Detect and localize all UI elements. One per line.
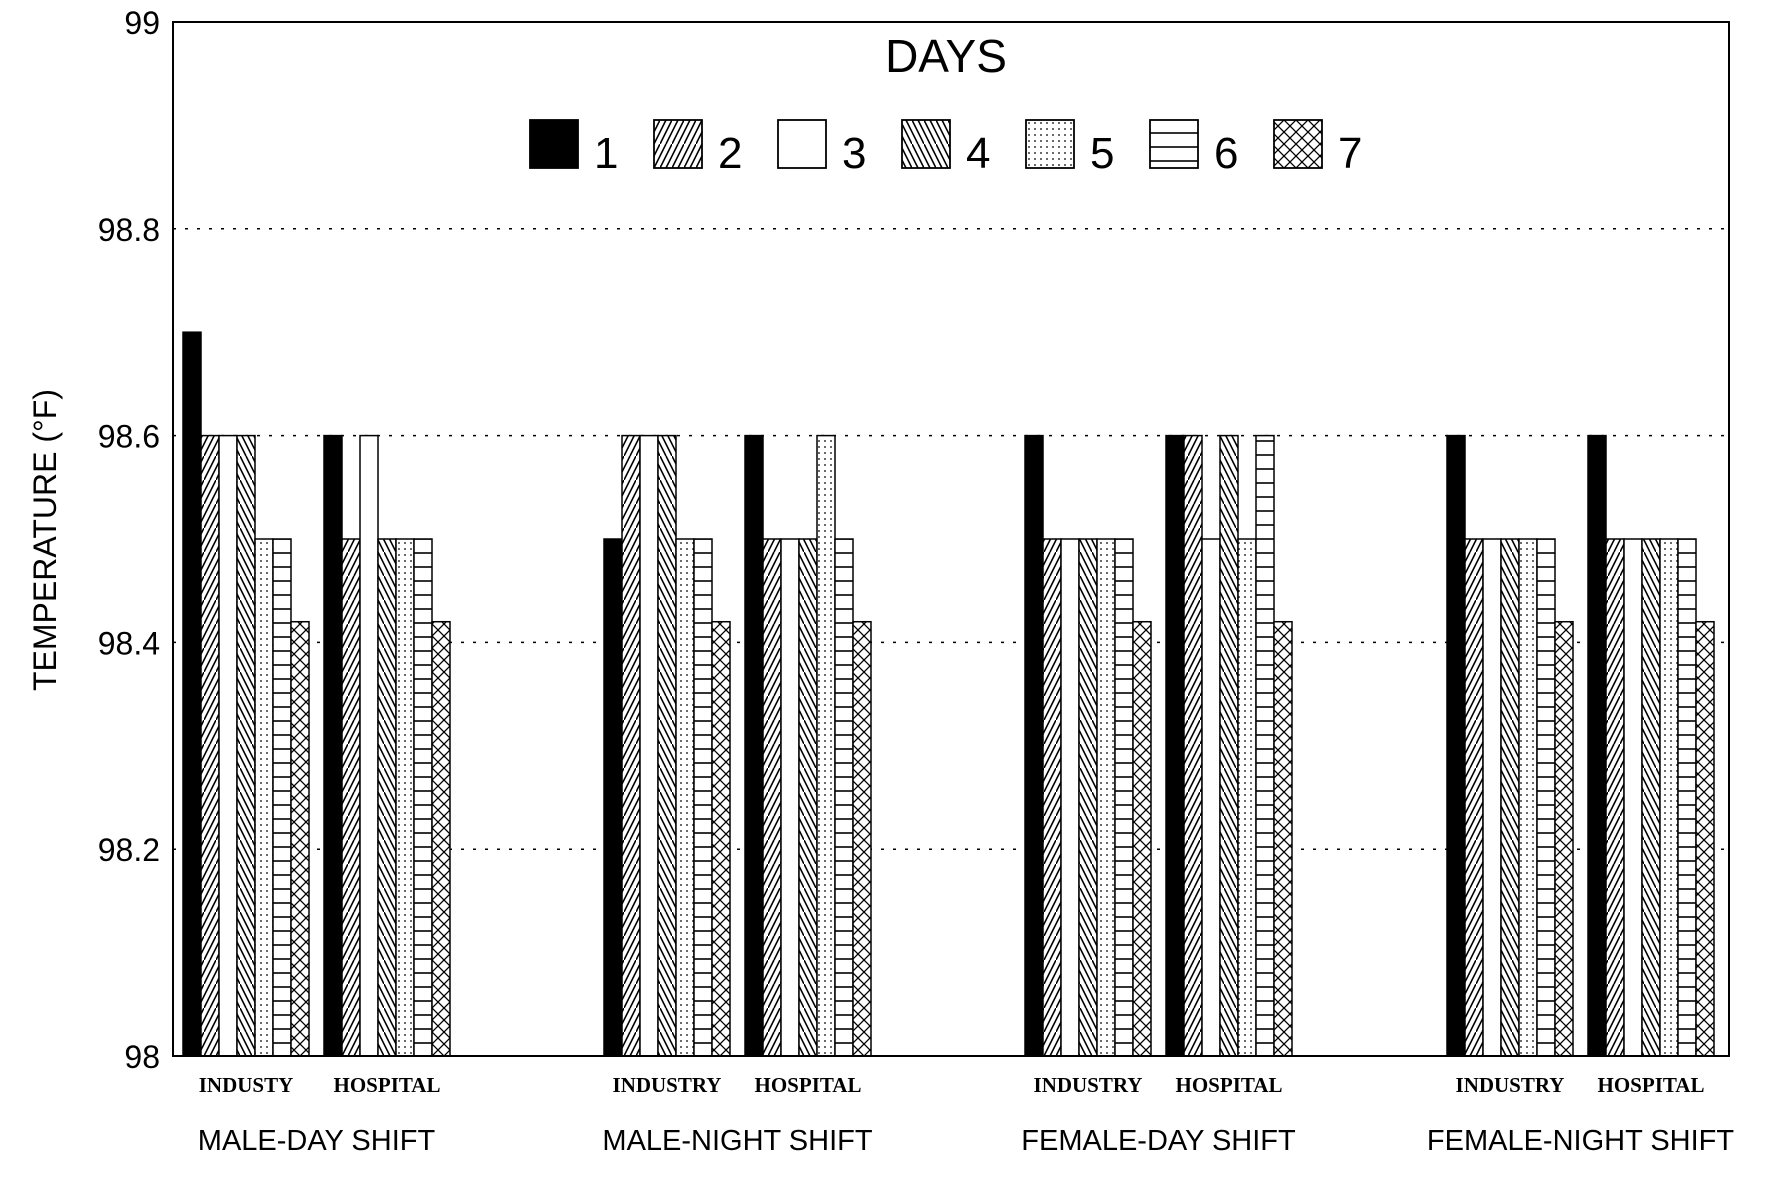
bar-day-7 xyxy=(1273,620,1293,1057)
bar-day-2 xyxy=(200,434,220,1057)
bar-day-2 xyxy=(1183,434,1203,1057)
bar-day-6 xyxy=(413,538,433,1057)
bar-day-6 xyxy=(1114,538,1134,1057)
bar-day-3 xyxy=(359,434,379,1057)
bar-day-3 xyxy=(218,434,238,1057)
bar-day-4 xyxy=(798,538,818,1057)
bar-day-4 xyxy=(1500,538,1520,1057)
legend-swatch-day-6 xyxy=(1149,119,1199,169)
bars xyxy=(182,331,1715,1057)
bar-day-2 xyxy=(1605,538,1625,1057)
x-group-label: FEMALE-NIGHT SHIFT xyxy=(1427,1125,1734,1157)
bar-day-3 xyxy=(780,538,800,1057)
bar-day-3 xyxy=(1482,538,1502,1057)
bar-day-1 xyxy=(1165,434,1185,1057)
y-tick-label: 98 xyxy=(124,1039,160,1075)
bar-day-2 xyxy=(621,434,641,1057)
bar-day-5 xyxy=(395,538,415,1057)
bar-day-5 xyxy=(254,538,274,1057)
y-tick-labels: 98 98.2 98.4 98.6 98.8 99 xyxy=(98,5,160,1075)
bar-day-5 xyxy=(675,538,695,1057)
x-group-label: MALE-DAY SHIFT xyxy=(198,1125,436,1157)
bar-day-2 xyxy=(341,538,361,1057)
x-subgroup-label: HOSPITAL xyxy=(1176,1073,1283,1097)
bar-day-6 xyxy=(693,538,713,1057)
bar-day-7 xyxy=(1132,620,1152,1057)
bar-day-7 xyxy=(431,620,451,1057)
y-axis-label: TEMPERATURE (°F) xyxy=(27,389,63,691)
x-group-labels: INDUSTY HOSPITAL MALE-DAY SHIFT INDUSTRY HOS… xyxy=(198,1073,1735,1157)
bar-day-5 xyxy=(1518,538,1538,1057)
bar-day-5 xyxy=(1659,538,1679,1057)
x-subgroup-label: HOSPITAL xyxy=(334,1073,441,1097)
bar-day-6 xyxy=(1536,538,1556,1057)
x-group-label: FEMALE-DAY SHIFT xyxy=(1021,1125,1296,1157)
bar-day-7 xyxy=(852,620,872,1057)
bar-day-2 xyxy=(1464,538,1484,1057)
bar-day-4 xyxy=(1641,538,1661,1057)
y-tick-label: 98.6 xyxy=(98,419,160,455)
y-tick-label: 98.2 xyxy=(98,832,160,868)
legend: DAYS 1 2 3 4 5 6 7 xyxy=(529,30,1362,178)
bar-day-4 xyxy=(1219,434,1239,1057)
legend-label-day-2: 2 xyxy=(718,129,742,178)
bar-day-6 xyxy=(1677,538,1697,1057)
bar-day-1 xyxy=(744,434,764,1057)
legend-swatch-day-7 xyxy=(1273,119,1323,169)
bar-day-4 xyxy=(377,538,397,1057)
bar-day-2 xyxy=(1042,538,1062,1057)
bar-day-3 xyxy=(1060,538,1080,1057)
bar-day-5 xyxy=(816,434,836,1057)
legend-title: DAYS xyxy=(885,30,1007,82)
legend-swatch-day-2 xyxy=(653,119,703,169)
bar-day-7 xyxy=(711,620,731,1057)
bar-day-4 xyxy=(1078,538,1098,1057)
bar-day-5 xyxy=(1096,538,1116,1057)
y-tick-label: 98.8 xyxy=(98,212,160,248)
legend-label-day-6: 6 xyxy=(1214,129,1238,178)
legend-swatch-day-1 xyxy=(529,119,579,169)
legend-swatch-day-5 xyxy=(1025,119,1075,169)
bar-day-3 xyxy=(639,434,659,1057)
bar-day-7 xyxy=(290,620,310,1057)
bar-day-5 xyxy=(1237,538,1257,1057)
x-subgroup-label: INDUSTY xyxy=(199,1073,294,1097)
bar-day-7 xyxy=(1695,620,1715,1057)
bar-day-6 xyxy=(272,538,292,1057)
bar-day-6 xyxy=(834,538,854,1057)
bar-day-1 xyxy=(323,434,343,1057)
plot-frame xyxy=(172,21,1730,1057)
x-subgroup-label: HOSPITAL xyxy=(1598,1073,1705,1097)
legend-label-day-4: 4 xyxy=(966,129,990,178)
x-subgroup-label: INDUSTRY xyxy=(613,1073,722,1097)
bar-day-1 xyxy=(1024,434,1044,1057)
bar-day-1 xyxy=(603,538,623,1057)
x-group-label: MALE-NIGHT SHIFT xyxy=(602,1125,872,1157)
bar-day-7 xyxy=(1554,620,1574,1057)
bar-day-6 xyxy=(1255,434,1275,1057)
legend-swatch-day-4 xyxy=(901,119,951,169)
y-tick-label: 98.4 xyxy=(98,625,160,661)
x-subgroup-label: INDUSTRY xyxy=(1034,1073,1143,1097)
bar-day-4 xyxy=(236,434,256,1057)
y-tick-label: 99 xyxy=(124,5,160,41)
x-subgroup-label: HOSPITAL xyxy=(755,1073,862,1097)
legend-label-day-1: 1 xyxy=(594,129,618,178)
bar-day-4 xyxy=(657,434,677,1057)
bar-day-1 xyxy=(182,331,202,1057)
legend-label-day-7: 7 xyxy=(1338,129,1362,178)
legend-label-day-5: 5 xyxy=(1090,129,1114,178)
legend-swatch-day-3 xyxy=(777,119,827,169)
legend-label-day-3: 3 xyxy=(842,129,866,178)
bar-day-2 xyxy=(762,538,782,1057)
bar-day-3 xyxy=(1201,538,1221,1057)
x-subgroup-label: INDUSTRY xyxy=(1456,1073,1565,1097)
bar-day-3 xyxy=(1623,538,1643,1057)
bar-day-1 xyxy=(1587,434,1607,1057)
bar-day-1 xyxy=(1446,434,1466,1057)
